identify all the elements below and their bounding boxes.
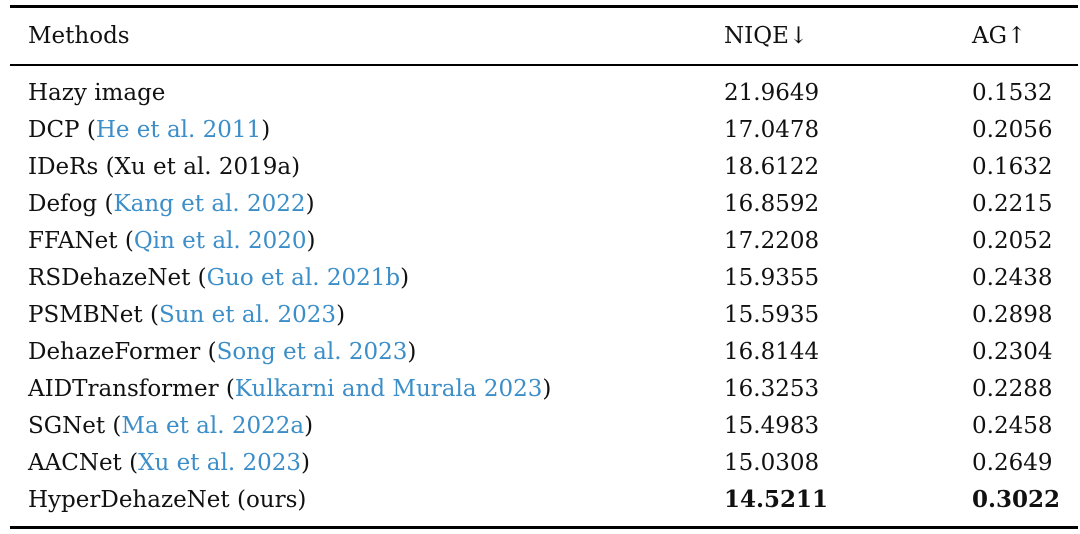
method-cell: AACNet (Xu et al. 2023)	[28, 450, 310, 476]
header-methods: Methods	[28, 23, 130, 49]
citation-link[interactable]: Song et al. 2023	[216, 339, 408, 365]
ag-value: 0.2288	[972, 376, 1053, 402]
niqe-value: 15.5935	[724, 302, 820, 328]
niqe-value: 15.0308	[724, 450, 820, 476]
ag-value: 0.2438	[972, 265, 1053, 291]
niqe-value: 15.9355	[724, 265, 820, 291]
method-name: Defog	[28, 191, 98, 217]
ag-value: 0.2649	[972, 450, 1053, 476]
method-cell: RSDehazeNet (Guo et al. 2021b)	[28, 265, 410, 291]
ag-value: 0.2056	[972, 117, 1053, 143]
method-name: HyperDehazeNet (ours)	[28, 487, 307, 513]
method-name: DehazeFormer	[28, 339, 201, 365]
method-cell: DCP (He et al. 2011)	[28, 117, 271, 143]
method-cell: PSMBNet (Sun et al. 2023)	[28, 302, 346, 328]
citation-link[interactable]: Ma et al. 2022a	[121, 413, 305, 439]
citation-link[interactable]: Xu et al. 2023	[138, 450, 301, 476]
ag-value: 0.1532	[972, 80, 1053, 106]
ag-value: 0.2215	[972, 191, 1053, 217]
method-name: PSMBNet	[28, 302, 143, 328]
citation-link[interactable]: Kang et al. 2022	[113, 191, 306, 217]
niqe-value: 16.8592	[724, 191, 820, 217]
ag-value: 0.2304	[972, 339, 1053, 365]
table-header-rule	[10, 64, 1078, 66]
ag-value: 0.2052	[972, 228, 1053, 254]
niqe-value: 16.8144	[724, 339, 820, 365]
niqe-value: 16.3253	[724, 376, 820, 402]
ag-value: 0.2898	[972, 302, 1053, 328]
method-name: AIDTransformer	[28, 376, 219, 402]
method-name: SGNet	[28, 413, 106, 439]
citation-link[interactable]: Sun et al. 2023	[158, 302, 337, 328]
method-cell: FFANet (Qin et al. 2020)	[28, 228, 316, 254]
table-bottom-rule	[10, 526, 1078, 529]
niqe-value: 21.9649	[724, 80, 820, 106]
niqe-value: 15.4983	[724, 413, 820, 439]
method-name: FFANet	[28, 228, 118, 254]
header-niqe: NIQE↓	[724, 23, 809, 49]
method-name: Hazy image	[28, 80, 166, 106]
niqe-value: 17.0478	[724, 117, 820, 143]
citation-link[interactable]: Kulkarni and Murala 2023	[234, 376, 543, 402]
method-cell: IDeRs (Xu et al. 2019a)	[28, 152, 300, 182]
ag-value: 0.3022	[972, 486, 1061, 513]
niqe-value: 14.5211	[724, 486, 829, 513]
method-cell: AIDTransformer (Kulkarni and Murala 2023…	[28, 376, 552, 402]
niqe-value: 17.2208	[724, 228, 820, 254]
method-cell: Defog (Kang et al. 2022)	[28, 191, 315, 217]
citation-link[interactable]: He et al. 2011	[95, 117, 262, 143]
method-cell: DehazeFormer (Song et al. 2023)	[28, 339, 417, 365]
citation-link[interactable]: Qin et al. 2020	[133, 228, 307, 254]
method-cell: SGNet (Ma et al. 2022a)	[28, 413, 314, 439]
ag-value: 0.2458	[972, 413, 1053, 439]
method-name: DCP	[28, 117, 80, 143]
method-name: AACNet	[28, 450, 122, 476]
citation-link[interactable]: Guo et al. 2021b	[206, 265, 401, 291]
niqe-value: 18.6122	[724, 154, 820, 180]
method-cell: Hazy image	[28, 78, 165, 108]
method-name: IDeRs (Xu et al. 2019a)	[28, 154, 301, 180]
method-cell: HyperDehazeNet (ours)	[28, 485, 306, 515]
ag-value: 0.1632	[972, 154, 1053, 180]
table-top-rule	[10, 5, 1078, 8]
header-ag: AG↑	[972, 23, 1027, 49]
method-name: RSDehazeNet	[28, 265, 191, 291]
